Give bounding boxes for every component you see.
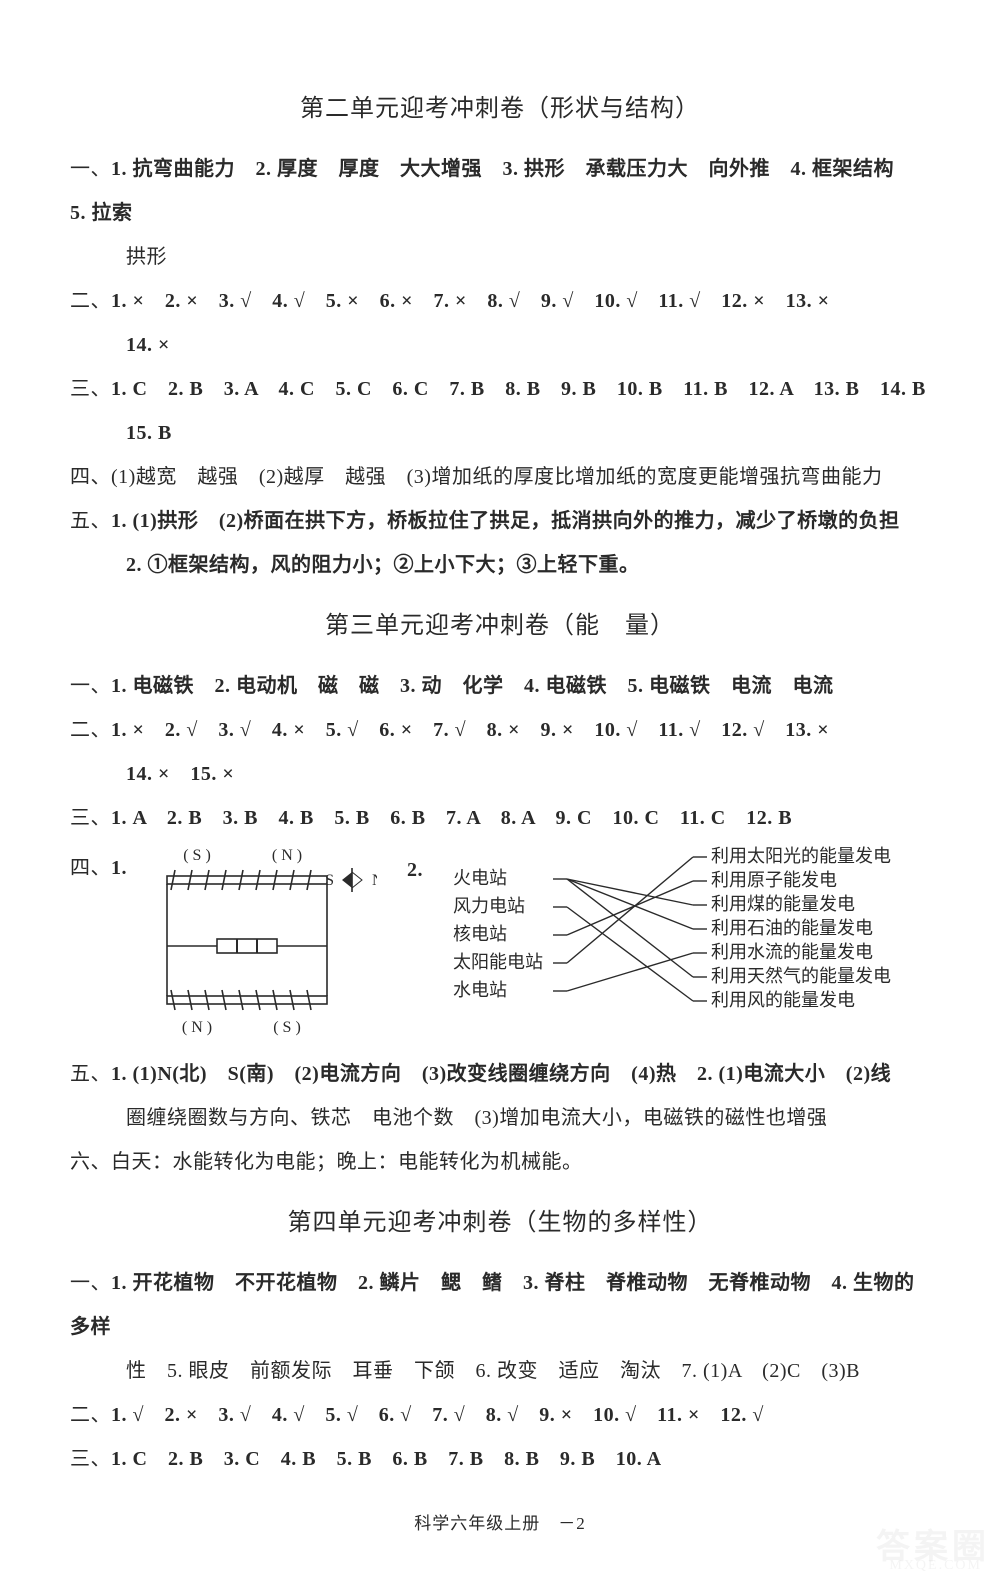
u3-s4-label-line: 四、1.	[70, 846, 127, 890]
u2-s3-label: 三、	[70, 378, 111, 400]
u4-s3-t1: 1. C 2. B 3. C 4. B 5. B 6. B 7. B 8. B …	[111, 1448, 662, 1470]
u3-s5-t2: 圈缠绕圈数与方向、铁芯 电池个数 (3)增加电流大小，电磁铁的磁性也增强	[126, 1107, 827, 1129]
u4-s2-l1: 二、1. √ 2. × 3. √ 4. √ 5. √ 6. √ 7. √ 8. …	[70, 1393, 930, 1437]
svg-text:利用水流的能量发电: 利用水流的能量发电	[711, 942, 873, 962]
u3-s5-l1: 五、1. (1)N(北) S(南) (2)电流方向 (3)改变线圈缠绕方向 (4…	[70, 1052, 930, 1096]
u3-s2-label: 二、	[70, 719, 111, 741]
u2-s2-t2: 14. ×	[126, 334, 170, 356]
unit4-title-main: 第四单元迎考冲刺卷	[288, 1210, 513, 1236]
u3-s2-l1: 二、1. × 2. √ 3. √ 4. × 5. √ 6. × 7. √ 8. …	[70, 708, 930, 752]
svg-text:利用太阳光的能量发电: 利用太阳光的能量发电	[711, 846, 891, 866]
unit3-title-main: 第三单元迎考冲刺卷	[325, 613, 550, 639]
u3-s3-t1: 1. A 2. B 3. B 4. B 5. B 6. B 7. A 8. A …	[111, 807, 792, 829]
svg-text:( S ): ( S )	[183, 847, 211, 864]
unit2-title-main: 第二单元迎考冲刺卷	[300, 96, 525, 122]
unit2-title: 第二单元迎考冲刺卷（形状与结构）	[70, 88, 930, 123]
u3-s5-t1: 1. (1)N(北) S(南) (2)电流方向 (3)改变线圈缠绕方向 (4)热…	[111, 1063, 891, 1085]
u4-s2-t1: 1. √ 2. × 3. √ 4. √ 5. √ 6. √ 7. √ 8. √ …	[111, 1404, 764, 1426]
u2-s1-l2: 拱形	[70, 235, 930, 279]
svg-text:利用煤的能量发电: 利用煤的能量发电	[711, 894, 855, 914]
u3-s4-q2-col: 2.	[407, 846, 423, 892]
u4-s2-label: 二、	[70, 1404, 111, 1426]
u3-s4-col1: 四、1.	[70, 846, 127, 890]
electromagnet-svg: ( S )( N )SN( N )( S )	[157, 846, 377, 1046]
u3-s1-l1: 一、1. 电磁铁 2. 电动机 磁 磁 3. 动 化学 4. 电磁铁 5. 电磁…	[70, 664, 930, 708]
u3-s4-q1: 1.	[111, 857, 127, 879]
svg-text:利用天然气的能量发电: 利用天然气的能量发电	[711, 966, 891, 986]
svg-text:核电站: 核电站	[453, 924, 507, 944]
u2-s3-t2: 15. B	[126, 422, 172, 444]
u4-s1-l2: 性 5. 眼皮 前额发际 耳垂 下颌 6. 改变 适应 淘汰 7. (1)A (…	[70, 1349, 930, 1393]
matching-diagram: 火电站风力电站核电站太阳能电站水电站 利用太阳光的能量发电利用原子能发电利用煤的能…	[453, 846, 923, 1024]
u3-s5-label: 五、	[70, 1063, 111, 1085]
svg-text:( S ): ( S )	[273, 1019, 301, 1036]
u3-s5-l2: 圈缠绕圈数与方向、铁芯 电池个数 (3)增加电流大小，电磁铁的磁性也增强	[70, 1096, 930, 1140]
u2-s5-l2: 2. ①框架结构，风的阻力小；②上小下大；③上轻下重。	[70, 543, 930, 587]
svg-text:利用石油的能量发电: 利用石油的能量发电	[711, 918, 873, 938]
u2-s2-t1: 1. × 2. × 3. √ 4. √ 5. × 6. × 7. × 8. √ …	[111, 290, 830, 312]
svg-text:( N ): ( N )	[182, 1019, 212, 1036]
svg-text:风力电站: 风力电站	[453, 896, 525, 916]
unit2-title-sub: （形状与结构）	[525, 96, 700, 122]
u4-s1-label: 一、	[70, 1272, 111, 1294]
svg-text:火电站: 火电站	[453, 868, 507, 888]
u3-s2-t1: 1. × 2. √ 3. √ 4. × 5. √ 6. × 7. √ 8. × …	[111, 719, 829, 741]
unit4-title: 第四单元迎考冲刺卷（生物的多样性）	[70, 1202, 930, 1237]
u2-s1-label: 一、	[70, 158, 111, 180]
u3-s4-q2-line: 2.	[407, 848, 423, 892]
watermark-sub: MXQE.COM	[889, 1558, 982, 1574]
u2-s4-l1: 四、(1)越宽 越强 (2)越厚 越强 (3)增加纸的厚度比增加纸的宽度更能增强…	[70, 455, 930, 499]
u3-s4-row: 四、1. ( S )( N )SN( N )( S ) 2. 火电站风力电站核电…	[70, 846, 930, 1046]
u3-s4-q2: 2.	[407, 859, 423, 881]
u2-s3-l1: 三、1. C 2. B 3. A 4. C 5. C 6. C 7. B 8. …	[70, 367, 930, 411]
u4-s3-l1: 三、1. C 2. B 3. C 4. B 5. B 6. B 7. B 8. …	[70, 1437, 930, 1481]
u4-s1-l1: 一、1. 开花植物 不开花植物 2. 鳞片 鳃 鳍 3. 脊柱 脊椎动物 无脊椎…	[70, 1261, 930, 1349]
u3-s4-label: 四、	[70, 857, 111, 879]
u3-s6-label: 六、	[70, 1151, 111, 1173]
u2-s1-t2: 拱形	[126, 246, 167, 268]
u2-s3-l2: 15. B	[70, 411, 930, 455]
u2-s5-label: 五、	[70, 510, 111, 532]
u2-s5-l1: 五、1. (1)拱形 (2)桥面在拱下方，桥板拉住了拱足，抵消拱向外的推力，减少…	[70, 499, 930, 543]
u3-s6-l1: 六、白天：水能转化为电能；晚上：电能转化为机械能。	[70, 1140, 930, 1184]
electromagnet-diagram: ( S )( N )SN( N )( S )	[157, 846, 377, 1046]
svg-text:( N ): ( N )	[272, 847, 302, 864]
u2-s3-t1: 1. C 2. B 3. A 4. C 5. C 6. C 7. B 8. B …	[111, 378, 926, 400]
u2-s1-l1: 一、1. 抗弯曲能力 2. 厚度 厚度 大大增强 3. 拱形 承载压力大 向外推…	[70, 147, 930, 235]
u4-s3-label: 三、	[70, 1448, 111, 1470]
u3-s2-l2: 14. × 15. ×	[70, 752, 930, 796]
u4-s1-t2: 性 5. 眼皮 前额发际 耳垂 下颌 6. 改变 适应 淘汰 7. (1)A (…	[126, 1360, 860, 1382]
u2-s5-t2: 2. ①框架结构，风的阻力小；②上小下大；③上轻下重。	[126, 554, 640, 576]
u3-s6-t1: 白天：水能转化为电能；晚上：电能转化为机械能。	[111, 1151, 583, 1173]
u2-s2-l1: 二、1. × 2. × 3. √ 4. √ 5. × 6. × 7. × 8. …	[70, 279, 930, 323]
svg-text:利用原子能发电: 利用原子能发电	[711, 870, 837, 890]
svg-text:N: N	[372, 872, 377, 889]
matching-svg: 火电站风力电站核电站太阳能电站水电站 利用太阳光的能量发电利用原子能发电利用煤的能…	[453, 846, 923, 1024]
u3-s1-label: 一、	[70, 675, 111, 697]
u3-s2-t2: 14. × 15. ×	[126, 763, 234, 785]
u2-s4-t1: (1)越宽 越强 (2)越厚 越强 (3)增加纸的厚度比增加纸的宽度更能增强抗弯…	[111, 466, 882, 488]
unit4-title-sub: （生物的多样性）	[513, 1210, 713, 1236]
u4-s1-t1: 1. 开花植物 不开花植物 2. 鳞片 鳃 鳍 3. 脊柱 脊椎动物 无脊椎动物…	[70, 1272, 915, 1338]
u2-s4-label: 四、	[70, 466, 111, 488]
unit3-title: 第三单元迎考冲刺卷（能 量）	[70, 605, 930, 640]
u2-s2-label: 二、	[70, 290, 111, 312]
u2-s5-t1: 1. (1)拱形 (2)桥面在拱下方，桥板拉住了拱足，抵消拱向外的推力，减少了桥…	[111, 510, 900, 532]
svg-text:水电站: 水电站	[453, 980, 507, 1000]
page-footer: 科学六年级上册 －2	[70, 1509, 930, 1534]
u3-s1-t1: 1. 电磁铁 2. 电动机 磁 磁 3. 动 化学 4. 电磁铁 5. 电磁铁 …	[111, 675, 834, 697]
u3-s3-label: 三、	[70, 807, 111, 829]
u3-s3-l1: 三、1. A 2. B 3. B 4. B 5. B 6. B 7. A 8. …	[70, 796, 930, 840]
u2-s1-t1: 1. 抗弯曲能力 2. 厚度 厚度 大大增强 3. 拱形 承载压力大 向外推 4…	[70, 158, 915, 224]
svg-text:太阳能电站: 太阳能电站	[453, 952, 543, 972]
svg-text:利用风的能量发电: 利用风的能量发电	[711, 990, 855, 1010]
unit3-title-sub: （能 量）	[550, 613, 675, 639]
u2-s2-l2: 14. ×	[70, 323, 930, 367]
